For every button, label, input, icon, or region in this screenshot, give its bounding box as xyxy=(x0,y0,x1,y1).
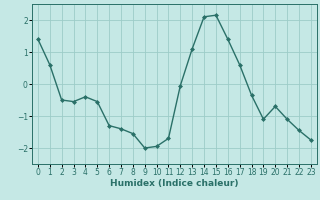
X-axis label: Humidex (Indice chaleur): Humidex (Indice chaleur) xyxy=(110,179,239,188)
